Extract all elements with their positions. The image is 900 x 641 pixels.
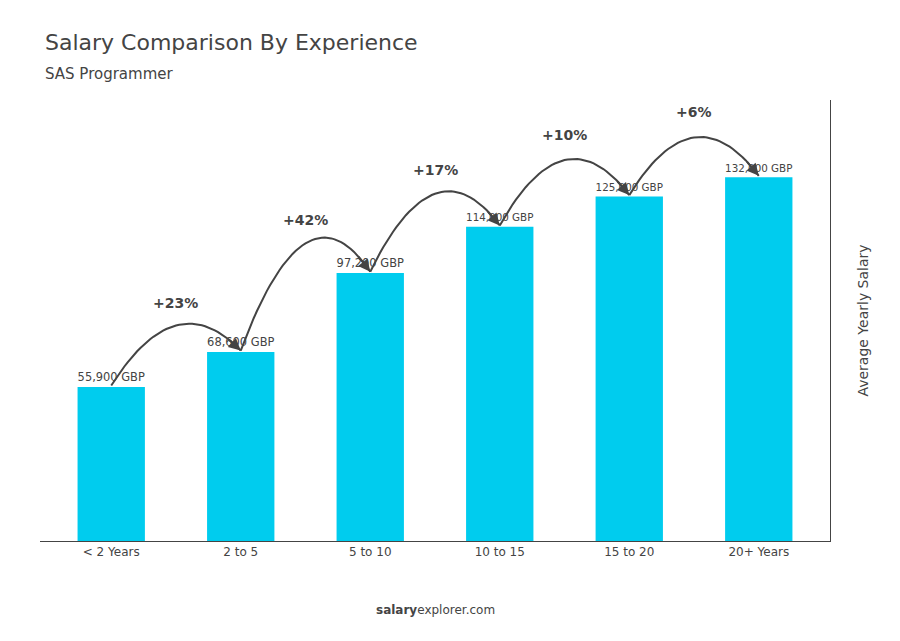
svg-text:+23%: +23% xyxy=(153,295,198,311)
svg-text:5 to 10: 5 to 10 xyxy=(349,545,392,559)
svg-text:114,000 GBP: 114,000 GBP xyxy=(466,211,533,223)
svg-text:68,600 GBP: 68,600 GBP xyxy=(207,335,274,349)
svg-text:2 to 5: 2 to 5 xyxy=(223,545,258,559)
svg-text:+42%: +42% xyxy=(283,212,328,228)
svg-text:Average Yearly Salary: Average Yearly Salary xyxy=(855,244,871,396)
svg-text:132,000 GBP: 132,000 GBP xyxy=(725,162,792,174)
svg-text:+10%: +10% xyxy=(542,127,587,143)
svg-text:SAS Programmer: SAS Programmer xyxy=(45,65,173,83)
svg-text:< 2 Years: < 2 Years xyxy=(83,545,140,559)
svg-text:Salary Comparison By Experienc: Salary Comparison By Experience xyxy=(45,30,418,55)
svg-text:10 to 15: 10 to 15 xyxy=(475,545,525,559)
svg-text:+17%: +17% xyxy=(413,162,458,178)
svg-text:15 to 20: 15 to 20 xyxy=(604,545,654,559)
svg-text:125,000 GBP: 125,000 GBP xyxy=(596,181,663,193)
svg-text:+6%: +6% xyxy=(676,104,712,120)
svg-text:97,200 GBP: 97,200 GBP xyxy=(337,256,404,270)
svg-text:salaryexplorer.com: salaryexplorer.com xyxy=(376,603,495,617)
svg-text:55,900 GBP: 55,900 GBP xyxy=(78,370,145,384)
svg-text:20+ Years: 20+ Years xyxy=(728,545,789,559)
